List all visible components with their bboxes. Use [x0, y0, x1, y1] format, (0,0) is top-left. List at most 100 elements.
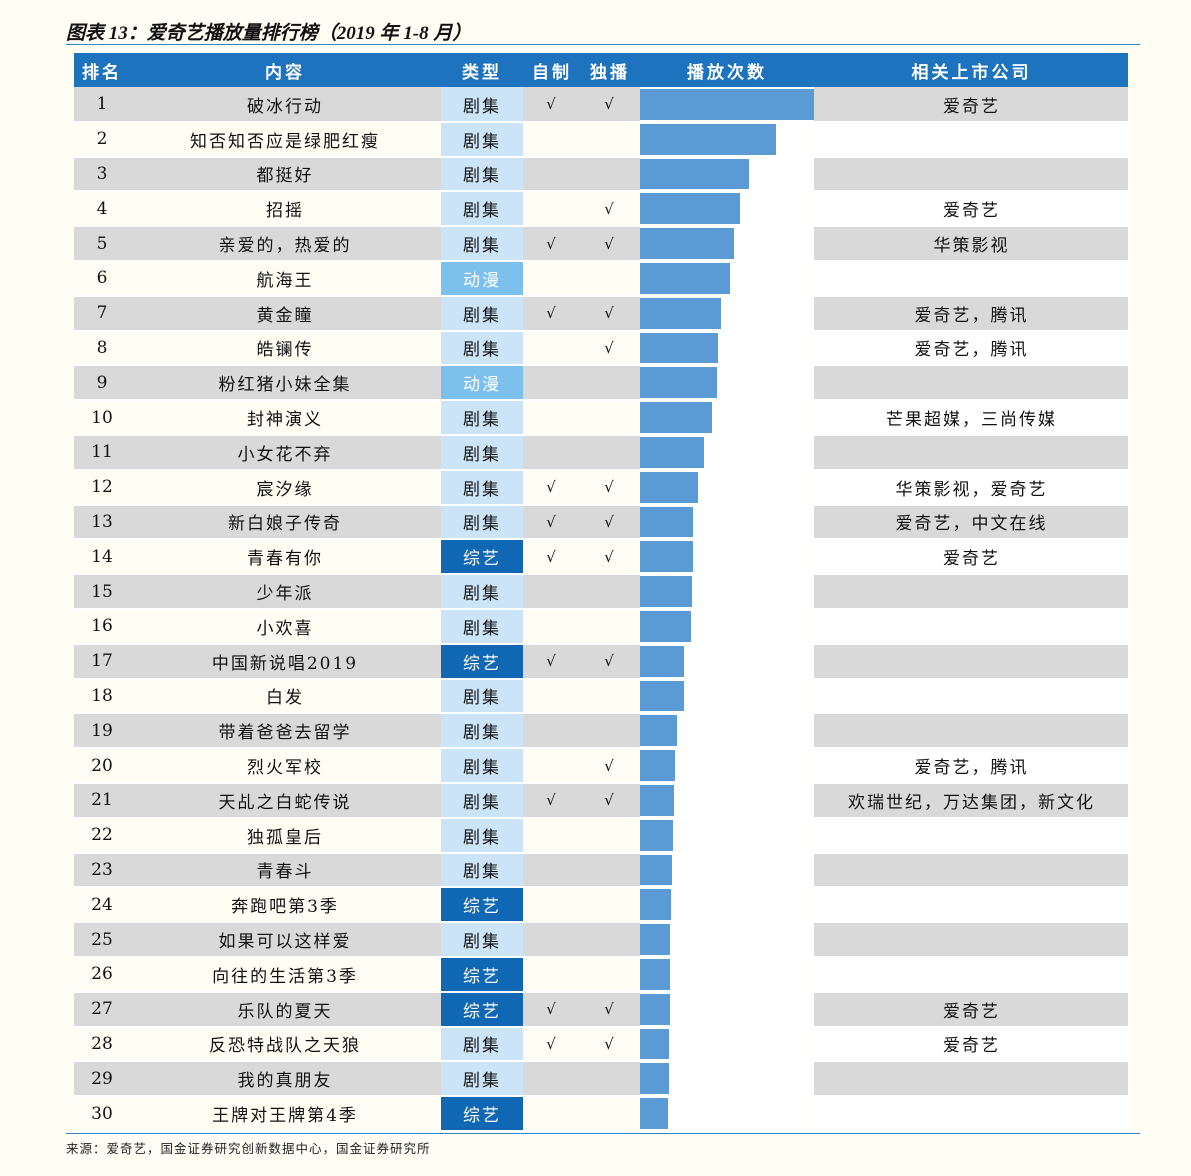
title-cell: 招摇	[266, 201, 304, 222]
play-count-bar	[640, 506, 693, 538]
check-icon: √	[604, 1000, 616, 1019]
self-made-cell: √	[524, 783, 580, 818]
play-count-bar	[640, 924, 670, 955]
type-cell: 剧集	[441, 121, 523, 157]
header-plays: 播放次数	[687, 62, 767, 83]
rank-cell: 13	[91, 511, 113, 532]
exclusive-cell: √	[581, 470, 639, 505]
rank-cell: 1	[96, 94, 108, 115]
play-count-bar	[640, 541, 693, 573]
rank-cell: 11	[91, 442, 113, 463]
table-row: 17 中国新说唱2019 综艺 √ √	[74, 643, 1128, 680]
self-made-cell	[524, 157, 580, 192]
play-count-bar	[640, 158, 749, 190]
table-row: 2 知否知否应是绿肥红瘦 剧集	[74, 121, 1128, 158]
table-row: 15 少年派 剧集	[74, 574, 1128, 610]
type-cell: 综艺	[441, 539, 523, 575]
plays-cell	[640, 504, 814, 540]
table-row: 16 小欢喜 剧集	[74, 608, 1128, 645]
row-separator	[74, 538, 1128, 541]
exclusive-cell	[581, 957, 639, 992]
company-cell: 华策影视	[815, 226, 1128, 261]
type-cell: 剧集	[441, 191, 523, 227]
type-cell: 剧集	[441, 922, 523, 957]
plays-cell	[640, 330, 814, 366]
self-made-cell	[524, 853, 580, 888]
play-count-bar	[640, 610, 691, 642]
table-row: 8 皓镧传 剧集 √ 爱奇艺，腾讯	[74, 330, 1128, 367]
plays-cell	[640, 782, 814, 818]
row-separator	[74, 503, 1128, 506]
title-rule	[66, 44, 1140, 45]
company-cell: 华策影视，爱奇艺	[815, 469, 1128, 505]
exclusive-cell: √	[581, 644, 639, 679]
company-cell: 爱奇艺，腾讯	[815, 748, 1128, 783]
rank-cell: 25	[91, 929, 113, 950]
row-separator	[74, 781, 1128, 784]
title-cell: 都挺好	[256, 166, 314, 187]
table-row: 25 如果可以这样爱 剧集	[74, 922, 1128, 958]
title-cell: 带着爸爸去留学	[218, 723, 352, 744]
play-count-bar	[640, 784, 674, 816]
rank-cell: 28	[91, 1033, 113, 1054]
plays-cell	[640, 156, 814, 192]
type-cell: 剧集	[441, 504, 523, 540]
type-cell: 剧集	[441, 713, 523, 749]
check-icon: √	[604, 478, 616, 497]
chart-title: 图表 13：爱奇艺播放量排行榜（2019 年 1-8 月）	[66, 23, 472, 44]
plays-cell	[640, 991, 814, 1027]
table-row: 12 宸汐缘 剧集 √ √ 华策影视，爱奇艺	[74, 469, 1128, 506]
check-icon: √	[604, 338, 616, 357]
row-separator	[74, 259, 1128, 262]
table-row: 26 向往的生活第3季 综艺	[74, 956, 1128, 993]
type-cell: 剧集	[441, 469, 523, 505]
play-count-bar	[640, 1028, 669, 1060]
self-made-cell	[524, 1096, 580, 1131]
title-cell: 航海王	[256, 270, 314, 291]
rank-cell: 4	[96, 198, 108, 219]
rank-cell: 21	[91, 790, 113, 811]
title-cell: 封神演义	[247, 410, 323, 431]
plays-cell	[640, 922, 814, 957]
self-made-cell	[524, 191, 580, 226]
table-header: 排名 内容 类型 自制 独播 播放次数 相关上市公司	[74, 53, 1128, 87]
title-cell: 乐队的夏天	[237, 1001, 333, 1022]
row-separator	[74, 364, 1128, 367]
plays-cell	[640, 191, 814, 227]
plays-cell	[640, 295, 814, 331]
check-icon: √	[604, 304, 616, 323]
type-cell: 剧集	[441, 1026, 523, 1062]
plays-cell	[640, 260, 814, 296]
company-cell	[815, 1096, 1128, 1131]
company-cell	[815, 643, 1128, 679]
row-separator	[74, 677, 1128, 680]
play-count-bar	[640, 193, 740, 225]
play-count-bar	[640, 228, 734, 259]
exclusive-cell	[581, 435, 639, 470]
play-count-bar	[640, 645, 684, 677]
company-cell	[815, 713, 1128, 749]
self-made-cell: √	[524, 539, 580, 574]
header-self-made: 自制	[532, 62, 572, 83]
self-made-cell	[524, 887, 580, 922]
rank-cell: 16	[91, 616, 113, 637]
row-separator	[74, 642, 1128, 645]
title-cell: 破冰行动	[247, 96, 323, 117]
check-icon: √	[604, 1034, 616, 1053]
company-cell: 爱奇艺	[815, 991, 1128, 1027]
self-made-cell	[524, 331, 580, 366]
title-cell: 小欢喜	[256, 618, 314, 639]
company-cell	[815, 956, 1128, 992]
exclusive-cell: √	[581, 331, 639, 366]
self-made-cell: √	[524, 470, 580, 505]
rank-cell: 23	[91, 859, 113, 880]
company-cell: 爱奇艺，腾讯	[815, 295, 1128, 331]
exclusive-cell: √	[581, 226, 639, 261]
type-cell: 剧集	[441, 608, 523, 644]
title-cell: 王牌对王牌第4季	[212, 1106, 358, 1126]
self-made-cell: √	[524, 226, 580, 261]
self-made-cell	[524, 748, 580, 783]
self-made-cell	[524, 713, 580, 748]
type-cell: 剧集	[441, 434, 523, 470]
exclusive-cell	[581, 1061, 639, 1096]
